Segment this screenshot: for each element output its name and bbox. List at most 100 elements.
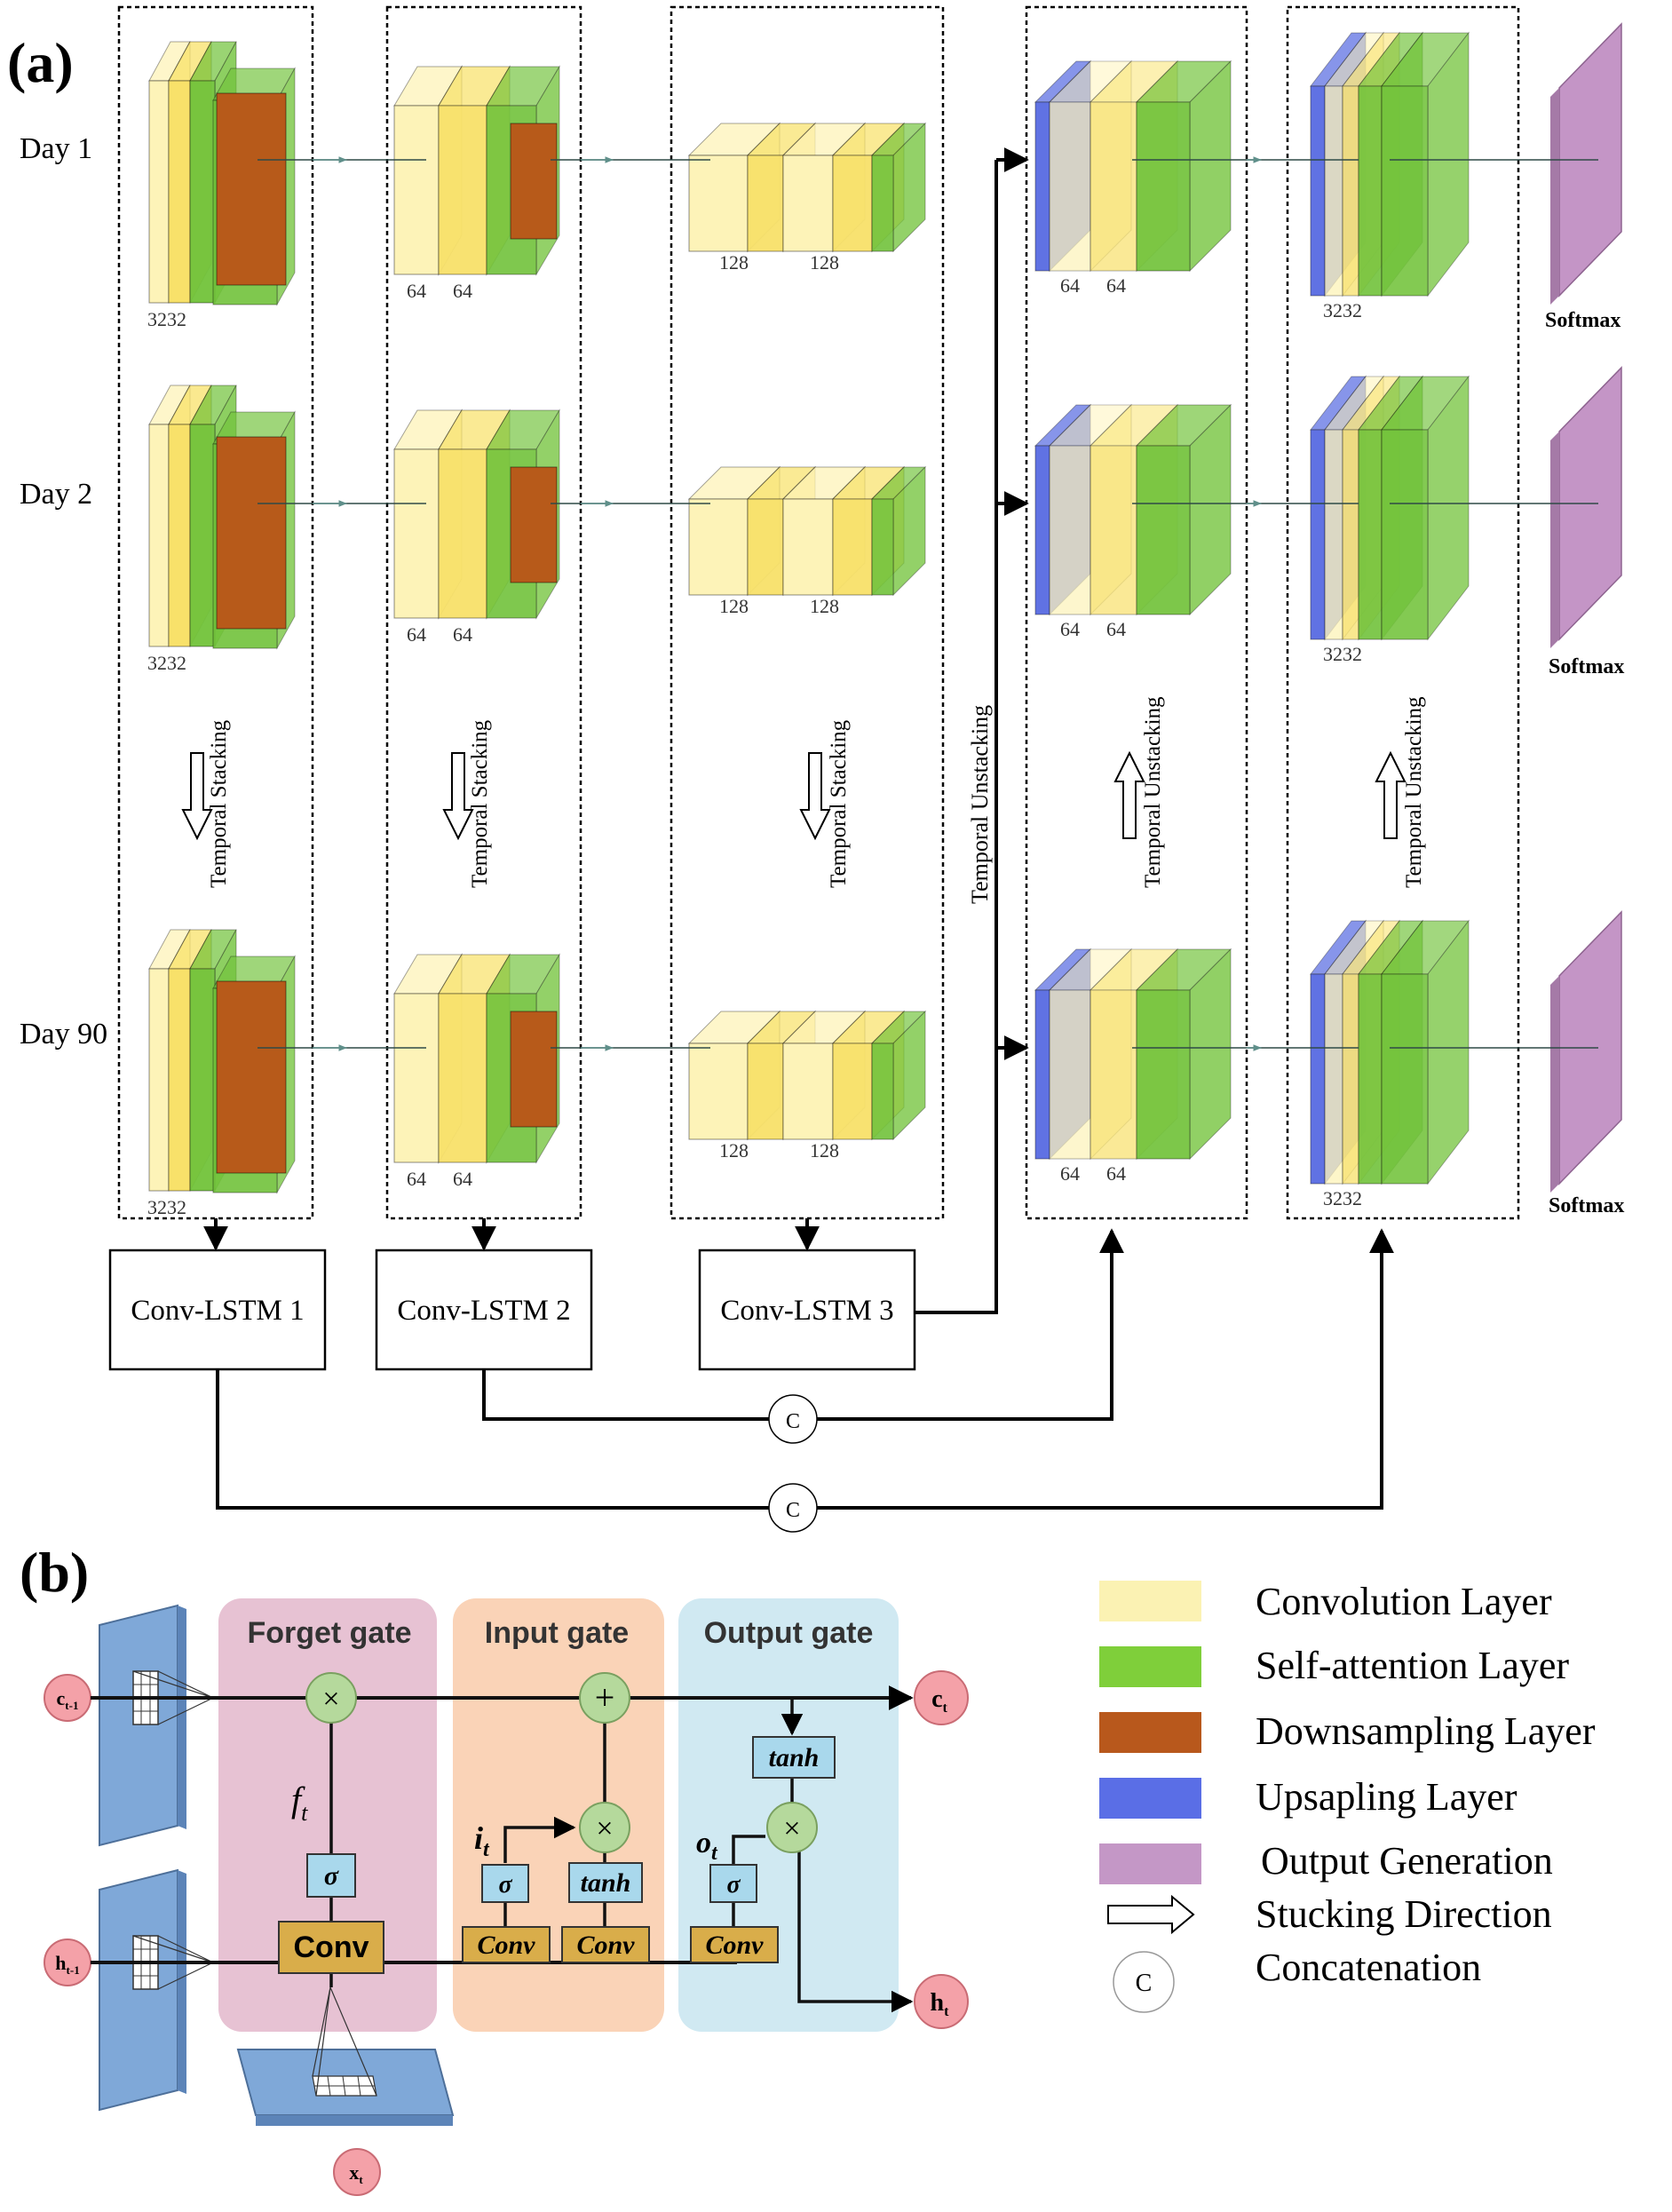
- layer-blocks: [148, 22, 1622, 1194]
- size-dec1b-day2: 64: [1106, 618, 1126, 640]
- h-prev-feature-map: [99, 1868, 214, 2112]
- size-labels: 3232 64 64 128 128 64 64 3232 3232 64 64 128 128 64 64…: [147, 251, 1362, 1218]
- dec1-attn-day2: [1135, 403, 1232, 616]
- bridge-unstacking-label: Temporal Unstacking: [967, 705, 993, 904]
- output-gate-title: Output gate: [704, 1616, 874, 1650]
- encoder-column-2-box: [385, 5, 582, 1220]
- h-t-label: ht: [931, 1989, 950, 2019]
- stack-enc3: Temporal Stacking: [799, 719, 851, 888]
- enc1-downsample-day1: [216, 92, 287, 286]
- dec2-block-day2: [1309, 375, 1470, 641]
- o-to-mul-line: [732, 1835, 765, 1865]
- panel-b-label: (b): [20, 1541, 89, 1604]
- enc3-block-day2: [687, 465, 927, 597]
- i-t-label: it: [474, 1820, 490, 1861]
- size-enc2a-day2: 64: [407, 623, 426, 646]
- dec2-block-day1: [1309, 31, 1470, 297]
- input-conv-box-2: [561, 1926, 650, 1963]
- input-gate-title: Input gate: [485, 1616, 629, 1650]
- input-gate-area: [453, 1598, 664, 2032]
- size-enc3a-day1: 128: [719, 251, 749, 274]
- forget-gate-title: Forget gate: [247, 1616, 411, 1650]
- input-tanh-label: tanh: [581, 1868, 631, 1898]
- unstack-dec2-label: Temporal Unstacking: [1402, 696, 1426, 888]
- size-enc3a-day2: 128: [719, 595, 749, 617]
- size-enc1-day90: 3232: [147, 1196, 186, 1218]
- unstack-dec1-label: Temporal Unstacking: [1141, 696, 1165, 888]
- legend-label-output: Output Generation: [1261, 1839, 1553, 1883]
- forget-sigma-label: σ: [324, 1861, 339, 1891]
- size-enc3b-day2: 128: [810, 595, 839, 617]
- h-prev-label: ht-1: [55, 1952, 79, 1977]
- legend-label-convolution: Convolution Layer: [1256, 1580, 1552, 1623]
- legend-label-upsampling: Upsapling Layer: [1256, 1775, 1517, 1819]
- enc2-block-day1: [393, 65, 560, 276]
- size-enc3a-day90: 128: [719, 1139, 749, 1161]
- unstack-dec2-hollow-arrow-icon: [1375, 750, 1407, 839]
- x-t-feature-map: [236, 1986, 455, 2126]
- enc3-attn-day90: [870, 1010, 927, 1141]
- stack-enc2-hollow-arrow-icon: [442, 752, 474, 841]
- enc2-block-day2: [393, 408, 560, 620]
- conv-lstm-1-label: Conv-LSTM 1: [131, 1295, 304, 1327]
- stack-enc3-label: Temporal Stacking: [827, 719, 851, 888]
- input-sigma-box: [481, 1864, 529, 1903]
- forget-conv-label: Conv: [294, 1931, 369, 1964]
- legend-label-attention: Self-attention Layer: [1256, 1644, 1569, 1687]
- enc2-downsample-day1: [510, 123, 558, 240]
- c-t-node: [914, 1670, 969, 1725]
- stack-enc3-hollow-arrow-icon: [799, 752, 831, 841]
- size-dec2-day1: 3232: [1323, 299, 1362, 321]
- softmax-output-side-day2: [1550, 432, 1559, 648]
- enc1-block-day90: [148, 929, 296, 1194]
- dec2-attn-back-day90: [1380, 919, 1470, 1185]
- size-dec1a-day90: 64: [1060, 1162, 1080, 1185]
- output-tanh-label: tanh: [769, 1743, 820, 1772]
- legend-label-downsampling: Downsampling Layer: [1256, 1709, 1596, 1753]
- hollow-arrow-icon: [1107, 1894, 1195, 1935]
- h-t-node: [914, 1974, 969, 2029]
- input-tanh-box: [568, 1862, 643, 1903]
- o-t-label: ot: [696, 1827, 718, 1865]
- legend-swatch-convolution: [1099, 1581, 1201, 1621]
- h-prev-node: [44, 1938, 91, 1986]
- mul-o-to-h-t: [797, 1851, 914, 2013]
- conv-lstm-1-box: [108, 1249, 327, 1371]
- stack-enc1-label: Temporal Stacking: [207, 719, 231, 888]
- softmax-label-day2: Softmax: [1549, 655, 1624, 678]
- stack-enc2-label: Temporal Stacking: [468, 719, 492, 888]
- output-multiply-node: [766, 1802, 818, 1853]
- dec1-block-day2: [1034, 403, 1232, 616]
- row-label-day1: Day 1: [20, 132, 92, 165]
- size-enc2a-day90: 64: [407, 1168, 426, 1190]
- input-multiply-symbol: ×: [596, 1812, 613, 1845]
- enc1-block-day2: [148, 385, 296, 650]
- enc2-downsample-day90: [510, 1011, 558, 1128]
- size-enc2a-day1: 64: [407, 280, 426, 302]
- enc1-block-day1: [148, 41, 296, 306]
- size-enc3b-day1: 128: [810, 251, 839, 274]
- conv-lstm-2-box: [375, 1249, 593, 1371]
- output-tanh-box: [752, 1736, 836, 1779]
- input-conv-box-1: [462, 1926, 551, 1963]
- forget-multiply-symbol: ×: [322, 1683, 339, 1716]
- forget-multiply-node: [305, 1672, 357, 1724]
- dec1-attn-day90: [1135, 947, 1232, 1161]
- output-multiply-symbol: ×: [783, 1812, 800, 1845]
- output-conv-box: [690, 1926, 779, 1963]
- conv-lstm-2-label: Conv-LSTM 2: [397, 1295, 570, 1327]
- input-add-node: [579, 1672, 630, 1724]
- concat-symbol-1: C: [786, 1410, 800, 1433]
- concat-circle-icon: [1113, 1951, 1175, 2013]
- size-enc2b-day2: 64: [453, 623, 472, 646]
- dec2-attn-back-day2: [1380, 375, 1470, 641]
- size-dec2-day90: 3232: [1323, 1187, 1362, 1209]
- dec1-block-day90: [1034, 947, 1232, 1161]
- decoder-column-2-box: [1286, 5, 1520, 1220]
- stack-enc2: Temporal Stacking: [442, 719, 492, 888]
- size-dec1b-day90: 64: [1106, 1162, 1126, 1185]
- conv-lstm-3-label: Conv-LSTM 3: [720, 1295, 893, 1327]
- c-prev-label: ct-1: [57, 1687, 79, 1712]
- size-dec1b-day1: 64: [1106, 274, 1126, 297]
